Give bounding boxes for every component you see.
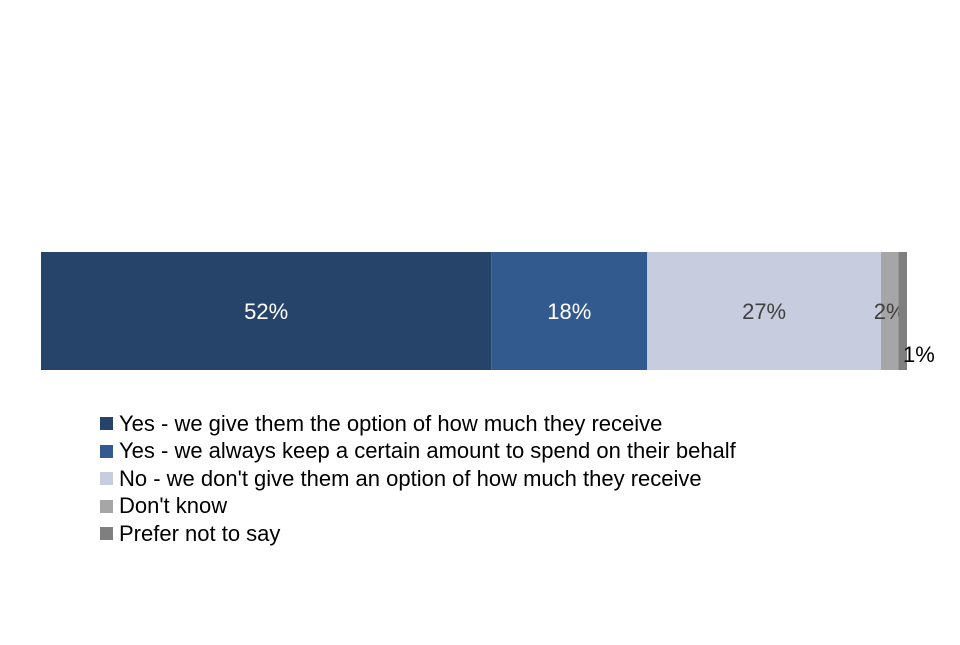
legend-label: No - we don't give them an option of how… bbox=[119, 465, 702, 491]
bar-segment-3 bbox=[647, 252, 882, 370]
bar-segment-2 bbox=[491, 252, 648, 370]
legend-item-1: Yes - we give them the option of how muc… bbox=[100, 410, 736, 438]
bar-segment-5 bbox=[898, 252, 907, 370]
legend-swatch bbox=[100, 527, 113, 541]
data-label-1: 52% bbox=[244, 299, 288, 324]
data-label-2: 18% bbox=[547, 299, 591, 324]
legend-item-2: Yes - we always keep a certain amount to… bbox=[100, 438, 736, 466]
legend-label: Don't know bbox=[119, 493, 228, 519]
legend-item-3: No - we don't give them an option of how… bbox=[100, 465, 736, 493]
legend-item-5: Prefer not to say bbox=[100, 520, 736, 548]
data-label-5: 1% bbox=[903, 342, 935, 367]
legend-swatch bbox=[100, 472, 113, 486]
legend-swatch bbox=[100, 444, 113, 458]
legend-item-4: Don't know bbox=[100, 493, 736, 521]
legend-label: Yes - we give them the option of how muc… bbox=[119, 410, 663, 436]
legend-swatch bbox=[100, 499, 113, 513]
legend-swatch bbox=[100, 417, 113, 431]
data-label-3: 27% bbox=[742, 299, 786, 324]
legend-label: Prefer not to say bbox=[119, 520, 281, 546]
legend-label: Yes - we always keep a certain amount to… bbox=[119, 438, 736, 464]
legend: Yes - we give them the option of how muc… bbox=[100, 410, 736, 548]
bar-segment-1 bbox=[41, 252, 492, 370]
bar-segment-4 bbox=[881, 252, 899, 370]
